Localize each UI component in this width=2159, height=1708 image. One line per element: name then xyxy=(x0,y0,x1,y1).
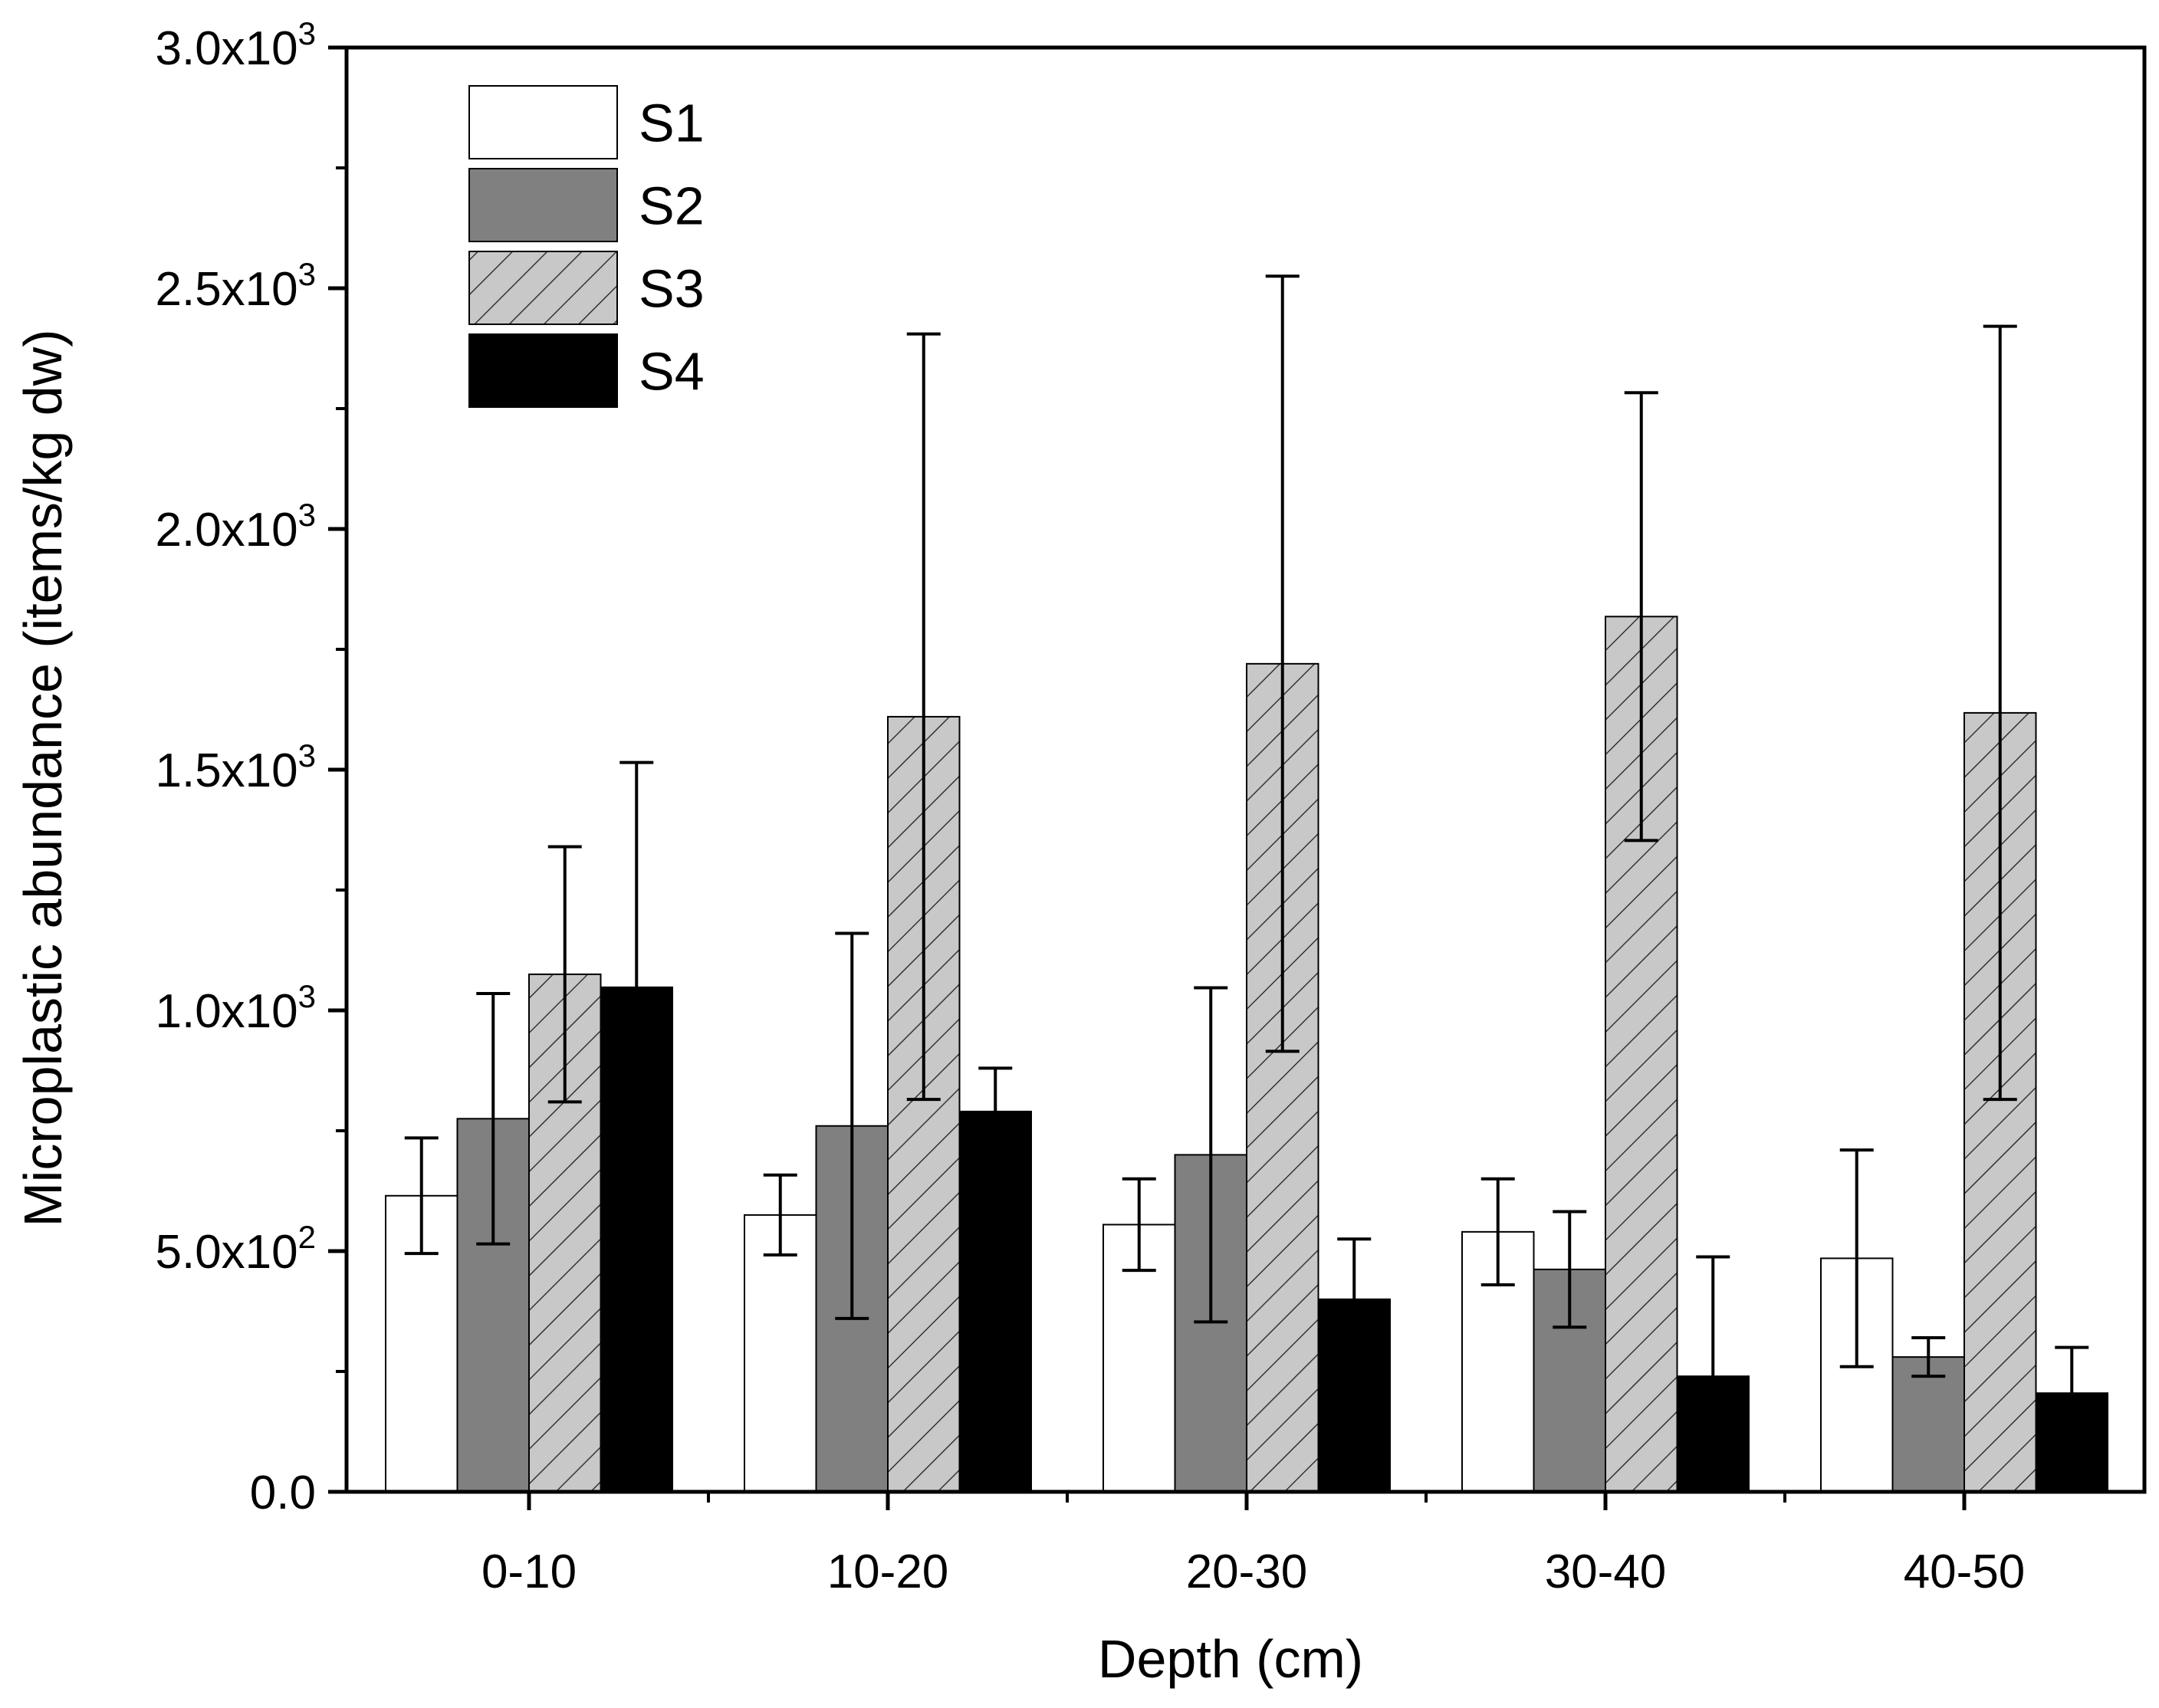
y-axis-title: Microplastic abundance (items/kg dw) xyxy=(13,329,73,1227)
legend: S1 S2 S3 S4 xyxy=(468,85,705,408)
error-bar-s2-0-10 xyxy=(476,992,511,1246)
legend-label-s1: S1 xyxy=(639,94,705,153)
bar-s1-10-20 xyxy=(744,1214,817,1493)
error-bar-s3-10-20 xyxy=(906,332,941,1102)
legend-swatch-s4 xyxy=(468,333,618,408)
x-tick-label-30-40: 30-40 xyxy=(1545,1545,1667,1598)
bar-s2-40-50 xyxy=(1891,1356,1965,1493)
error-bar-s2-30-40 xyxy=(1553,1210,1587,1329)
legend-swatch-s1 xyxy=(468,85,618,159)
plot-area: 0.0 5.0x102 1.0x103 1.5x103 2.0x103 2.5x103 3.… xyxy=(155,15,2147,1598)
legend-label-s4: S4 xyxy=(639,342,705,402)
error-bar-s1-10-20 xyxy=(763,1173,797,1257)
error-bar-s3-40-50 xyxy=(1983,324,2017,1102)
error-bar-s4-20-30 xyxy=(1337,1237,1372,1361)
bar-s4-10-20 xyxy=(958,1110,1032,1493)
y-tick-label: 2.0x103 xyxy=(155,497,316,557)
error-bar-s3-30-40 xyxy=(1624,391,1658,843)
legend-label-s2: S2 xyxy=(639,176,705,236)
error-bar-s1-30-40 xyxy=(1480,1177,1515,1286)
error-bar-s1-20-30 xyxy=(1122,1177,1156,1273)
x-tick-label-20-30: 20-30 xyxy=(1186,1545,1308,1598)
error-bar-s3-20-30 xyxy=(1265,274,1300,1053)
y-tick-label: 1.0x103 xyxy=(155,978,316,1038)
error-bar-s4-40-50 xyxy=(2055,1345,2089,1440)
y-tick-label: 1.5x103 xyxy=(155,737,316,797)
y-tick-label: 3.0x103 xyxy=(155,15,316,75)
error-bar-s2-40-50 xyxy=(1911,1336,1946,1378)
x-tick-label-40-50: 40-50 xyxy=(1904,1545,2026,1598)
error-bar-s1-40-50 xyxy=(1839,1148,1874,1368)
error-bar-s2-10-20 xyxy=(835,931,869,1320)
legend-label-s3: S3 xyxy=(639,259,705,319)
x-tick-label-10-20: 10-20 xyxy=(827,1545,949,1598)
error-bar-s4-0-10 xyxy=(619,760,654,1214)
y-tick-label: 2.5x103 xyxy=(155,256,316,316)
error-bar-s1-0-10 xyxy=(404,1136,439,1256)
legend-swatch-s2 xyxy=(468,168,618,242)
error-bar-s3-0-10 xyxy=(547,845,582,1104)
y-tick-label: 5.0x102 xyxy=(155,1219,316,1279)
x-tick-label-0-10: 0-10 xyxy=(481,1545,577,1598)
y-tick-label: 0.0 xyxy=(250,1467,316,1519)
error-bar-s4-10-20 xyxy=(978,1066,1013,1157)
error-bar-s2-20-30 xyxy=(1194,986,1228,1324)
legend-swatch-s3 xyxy=(468,251,618,325)
x-axis-title: Depth (cm) xyxy=(1098,1629,1363,1689)
